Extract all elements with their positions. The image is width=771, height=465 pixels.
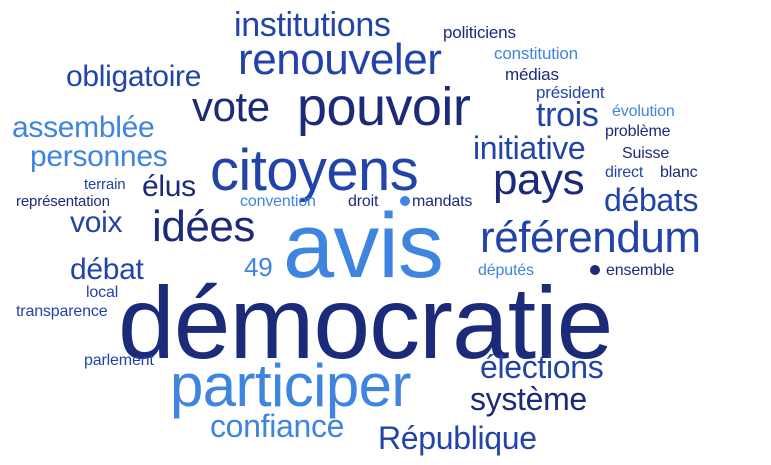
- word-institutions: institutions: [234, 6, 391, 44]
- word-referendum: référendum: [480, 213, 701, 262]
- word-idees: idées: [152, 202, 255, 251]
- word-direct: direct: [605, 164, 644, 181]
- word-representation: représentation: [16, 193, 110, 210]
- word-democratie: démocratie: [118, 266, 613, 380]
- word-probleme: problème: [605, 123, 671, 140]
- word-ensemble: ensemble: [606, 262, 675, 279]
- word-obligatoire: obligatoire: [66, 60, 202, 93]
- word-evolution: évolution: [612, 103, 675, 120]
- word-avis: avis: [283, 195, 444, 297]
- word-initiative: initiative: [473, 130, 586, 166]
- word-politiciens: politiciens: [443, 23, 516, 42]
- word-elections: élections: [480, 349, 604, 385]
- word-vote: vote: [192, 83, 270, 130]
- word-participer: participer: [170, 352, 411, 419]
- word-convention: convention: [240, 193, 316, 210]
- word-parlement: parlement: [84, 352, 154, 369]
- word-deputes: députés: [478, 262, 534, 279]
- word-terrain: terrain: [84, 176, 126, 193]
- word-medias: médias: [505, 65, 559, 84]
- word-assemblee: assemblée: [12, 111, 155, 144]
- word-trois: trois: [536, 96, 599, 134]
- word-49: 49: [244, 252, 273, 282]
- word-transparence: transparence: [16, 303, 108, 320]
- word-systeme: système: [470, 381, 587, 417]
- bullet-dot: [400, 196, 410, 206]
- word-president: président: [536, 83, 605, 102]
- word-republique: République: [378, 420, 537, 456]
- word-voix: voix: [70, 206, 123, 239]
- bullet-dot: [590, 265, 600, 275]
- word-debats: débats: [604, 182, 699, 218]
- word-debat: débat: [70, 253, 144, 286]
- word-droit: droit: [348, 193, 379, 210]
- word-confiance: confiance: [210, 408, 345, 444]
- word-citoyens: citoyens: [210, 138, 419, 203]
- word-blanc: blanc: [660, 164, 698, 181]
- word-personnes: personnes: [30, 140, 168, 173]
- word-suisse: Suisse: [622, 145, 670, 162]
- word-mandats: mandats: [412, 193, 473, 210]
- word-local: local: [86, 284, 119, 301]
- word-constitution: constitution: [494, 44, 578, 63]
- word-elus: élus: [142, 170, 196, 203]
- word-pouvoir: pouvoir: [297, 77, 471, 137]
- word-renouveler: renouveler: [238, 35, 442, 84]
- word-pays: pays: [493, 155, 585, 204]
